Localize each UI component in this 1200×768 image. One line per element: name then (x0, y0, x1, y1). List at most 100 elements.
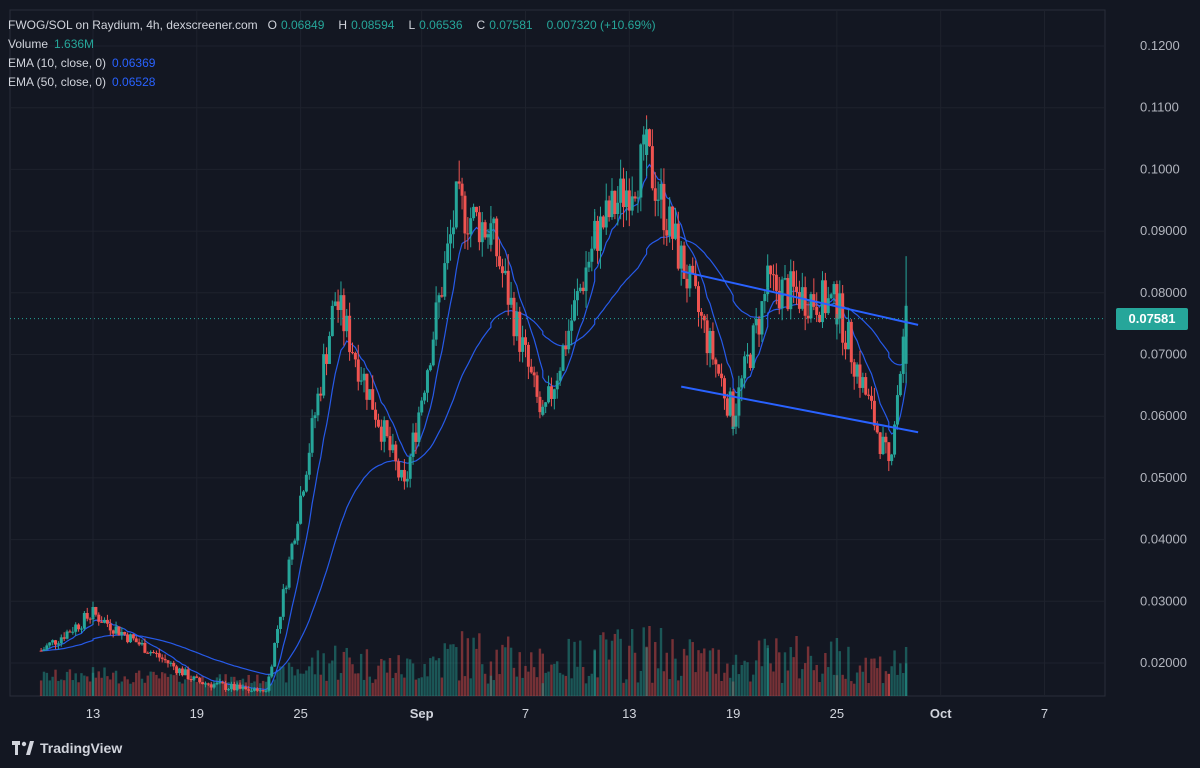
volume-bar (270, 683, 273, 696)
volume-row[interactable]: Volume 1.636M (8, 35, 660, 54)
volume-bar (334, 645, 337, 696)
volume-bar (348, 657, 351, 696)
candle-body (722, 378, 726, 399)
volume-bar (613, 633, 617, 696)
volume-bar (100, 677, 103, 696)
candle-body (126, 634, 130, 643)
volume-bar (509, 647, 513, 696)
volume-bar (455, 647, 458, 696)
volume-bar (740, 665, 743, 696)
candle-body (59, 637, 63, 644)
candle-body (878, 432, 882, 455)
volume-bar (276, 669, 279, 696)
volume-bar (132, 682, 135, 696)
volume-bar (899, 663, 902, 696)
volume-bar (368, 676, 371, 696)
volume-bar (316, 650, 320, 696)
volume-bar (192, 679, 196, 696)
volume-bar (824, 653, 827, 696)
volume-bar (896, 674, 899, 696)
candle-body (547, 386, 551, 403)
candle-body (731, 426, 735, 429)
candle-body (867, 394, 871, 396)
candle-body (524, 337, 527, 345)
candle-body (702, 315, 706, 321)
ema50-row[interactable]: EMA (50, close, 0) 0.06528 (8, 73, 660, 92)
ohlc-row: FWOG/SOL on Raydium, 4h, dexscreener.com… (8, 16, 660, 35)
volume-bar (106, 676, 109, 696)
volume-bar (881, 683, 885, 696)
candle-body (858, 364, 862, 388)
volume-bar (446, 648, 449, 696)
volume-bar (328, 663, 331, 696)
volume-bar (305, 670, 308, 696)
candle-body (100, 621, 104, 623)
candle-body (861, 377, 865, 388)
candle-body (743, 356, 747, 379)
volume-bar (723, 672, 726, 696)
volume-bar (547, 671, 550, 696)
candle-body (731, 391, 735, 429)
volume-bar (654, 642, 657, 696)
volume-bar (535, 677, 539, 696)
volume-bar (803, 663, 807, 696)
candle-body (160, 657, 164, 659)
candle-body (751, 325, 755, 369)
volume-bar (561, 674, 565, 696)
candle-body (423, 392, 427, 401)
volume-bar (207, 683, 210, 696)
volume-bar (68, 669, 72, 696)
candle-body (166, 660, 170, 664)
volume-bar (812, 670, 816, 696)
candle-body (440, 295, 444, 297)
volume-bar (841, 674, 844, 696)
ema10-row[interactable]: EMA (10, close, 0) 0.06369 (8, 54, 660, 73)
volume-bar (135, 672, 138, 696)
volume-bar (437, 658, 441, 696)
y-tick-label: 0.04000 (1140, 532, 1187, 547)
candle-body (446, 243, 450, 264)
volume-bar (809, 655, 813, 696)
candle-body (656, 199, 660, 201)
volume-bar (731, 664, 735, 696)
volume-bar (218, 674, 222, 696)
volume-bar (708, 650, 712, 696)
x-tick-label: 25 (293, 706, 307, 721)
candle-body (512, 297, 516, 337)
candle-body (284, 587, 288, 590)
candle-body (140, 642, 144, 645)
candle-body (62, 637, 66, 639)
x-tick-label: 19 (726, 706, 740, 721)
candle-body (841, 293, 845, 343)
candle-body (573, 300, 577, 321)
volume-bar (293, 675, 297, 696)
candle-body (676, 223, 680, 269)
candle-body (417, 412, 421, 442)
volume-bar (80, 673, 83, 696)
candle-body (123, 631, 127, 635)
candle-body (607, 200, 611, 218)
volume-bar (411, 663, 415, 696)
volume-bar (680, 675, 683, 696)
tradingview-logo[interactable]: TradingView (12, 740, 122, 756)
candle-body (777, 290, 781, 309)
ema10-line (41, 163, 907, 691)
candle-body (639, 144, 643, 198)
y-tick-label: 0.02000 (1140, 655, 1187, 670)
volume-bar (599, 635, 602, 696)
candle-body (904, 318, 908, 364)
volume-bar (469, 678, 472, 696)
candle-body (593, 220, 597, 231)
candle-body (388, 436, 392, 451)
candle-body (835, 284, 839, 325)
candle-body (881, 436, 885, 455)
volume-bar (853, 683, 856, 696)
symbol-title[interactable]: FWOG/SOL on Raydium, 4h, dexscreener.com (8, 18, 258, 32)
candle-body (327, 336, 331, 364)
volume-bar (201, 676, 204, 696)
volume-bar (850, 681, 853, 696)
candle-body (734, 415, 738, 427)
candle-body (792, 271, 796, 287)
